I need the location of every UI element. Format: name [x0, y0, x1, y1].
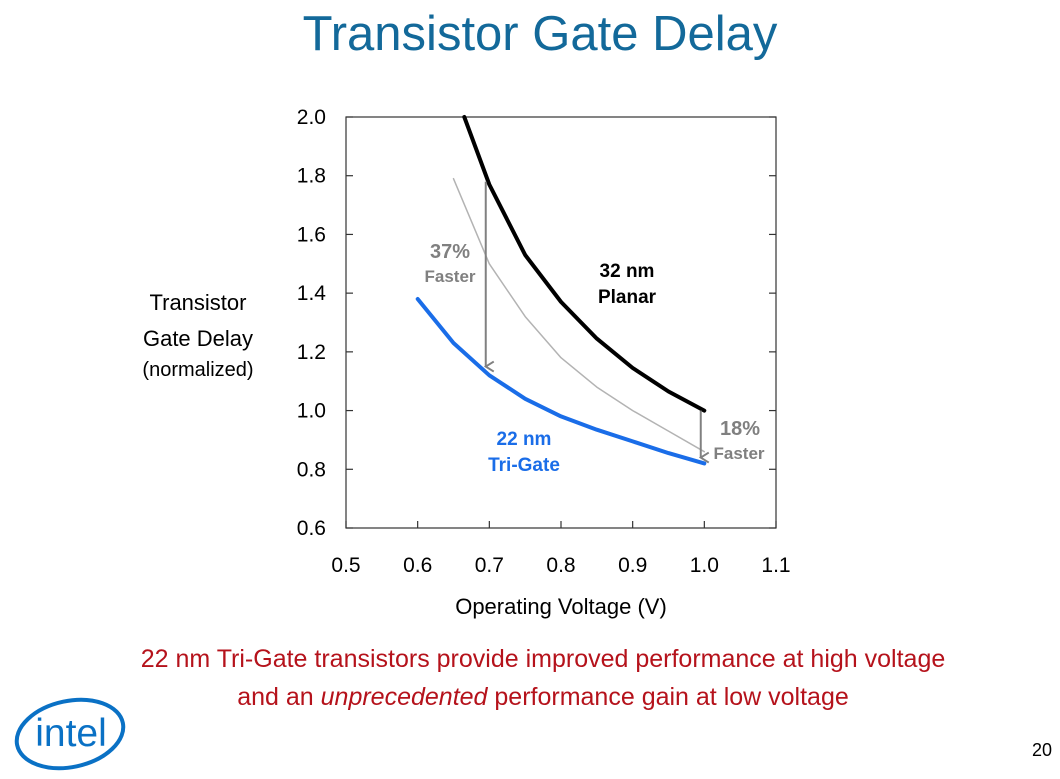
x-axis: 0.5 0.6 0.7 0.8 0.9 1.0 1.1: [331, 521, 791, 577]
caption-line2-start: and an: [237, 683, 321, 711]
x-tick-label-5: 1.0: [690, 554, 719, 577]
intel-logo: intel: [14, 697, 126, 771]
tri-gate-label-line1: 22 nm: [497, 429, 552, 450]
y-tick-label-1: 0.8: [297, 458, 326, 481]
annotation-layer: 37% Faster 18% Faster: [424, 181, 765, 464]
y-tick-label-6: 1.8: [297, 165, 326, 188]
series-layer: [415, 115, 707, 466]
planar-label-line2: Planar: [598, 287, 657, 308]
caption-line1: 22 nm Tri-Gate transistors provide impro…: [140, 645, 946, 673]
x-tick-label-0: 0.5: [331, 554, 360, 577]
y-axis-label-line1: Transistor: [149, 290, 247, 315]
x-tick-label-1: 0.6: [403, 554, 432, 577]
tri-gate-series-line: [415, 297, 707, 466]
caption-emphasis: unprecedented: [320, 683, 488, 711]
page-number: 20: [1031, 740, 1052, 760]
x-tick-label-4: 0.9: [618, 554, 647, 577]
speedup-37-annotation-value: 37%: [430, 241, 470, 263]
x-tick-label-6: 1.1: [761, 554, 790, 577]
y-axis-label-line3: (normalized): [142, 359, 254, 381]
y-tick-label-5: 1.6: [297, 223, 326, 246]
caption-line2-end: performance gain at low voltage: [487, 683, 849, 711]
plot-frame: [345, 116, 777, 529]
slide-title: Transistor Gate Delay: [302, 7, 778, 61]
planar-series-line: [462, 115, 707, 413]
tri-gate-label-line2: Tri-Gate: [488, 455, 560, 476]
y-tick-label-7: 2.0: [297, 106, 326, 129]
speedup-18-annotation-text: Faster: [713, 444, 764, 463]
y-axis-label-line2: Gate Delay: [142, 326, 254, 351]
y-tick-label-0: 0.6: [297, 517, 326, 540]
caption: 22 nm Tri-Gate transistors provide impro…: [0, 640, 1060, 716]
intel-logo-text: intel: [35, 712, 107, 755]
x-axis-label: Operating Voltage (V): [455, 594, 667, 619]
y-axis-label: Transistor Gate Delay (normalized): [118, 285, 278, 383]
planar-label-line1: 32 nm: [600, 261, 655, 282]
y-tick-label-4: 1.4: [297, 282, 327, 305]
y-axis: 0.6 0.8 1.0 1.2 1.4 1.6 1.8 2.0: [297, 106, 776, 540]
x-tick-label-2: 0.7: [475, 554, 504, 577]
x-tick-label-3: 0.8: [546, 554, 575, 577]
y-tick-label-3: 1.2: [297, 341, 326, 364]
speedup-18-annotation-value: 18%: [720, 418, 760, 440]
caption-line2: and an unprecedented performance gain at…: [0, 678, 1060, 716]
series-labels: 32 nm Planar 22 nm Tri-Gate: [488, 261, 657, 476]
reference-series-line: [452, 177, 706, 453]
y-tick-label-2: 1.0: [297, 400, 326, 423]
speedup-37-annotation-text: Faster: [424, 267, 475, 286]
